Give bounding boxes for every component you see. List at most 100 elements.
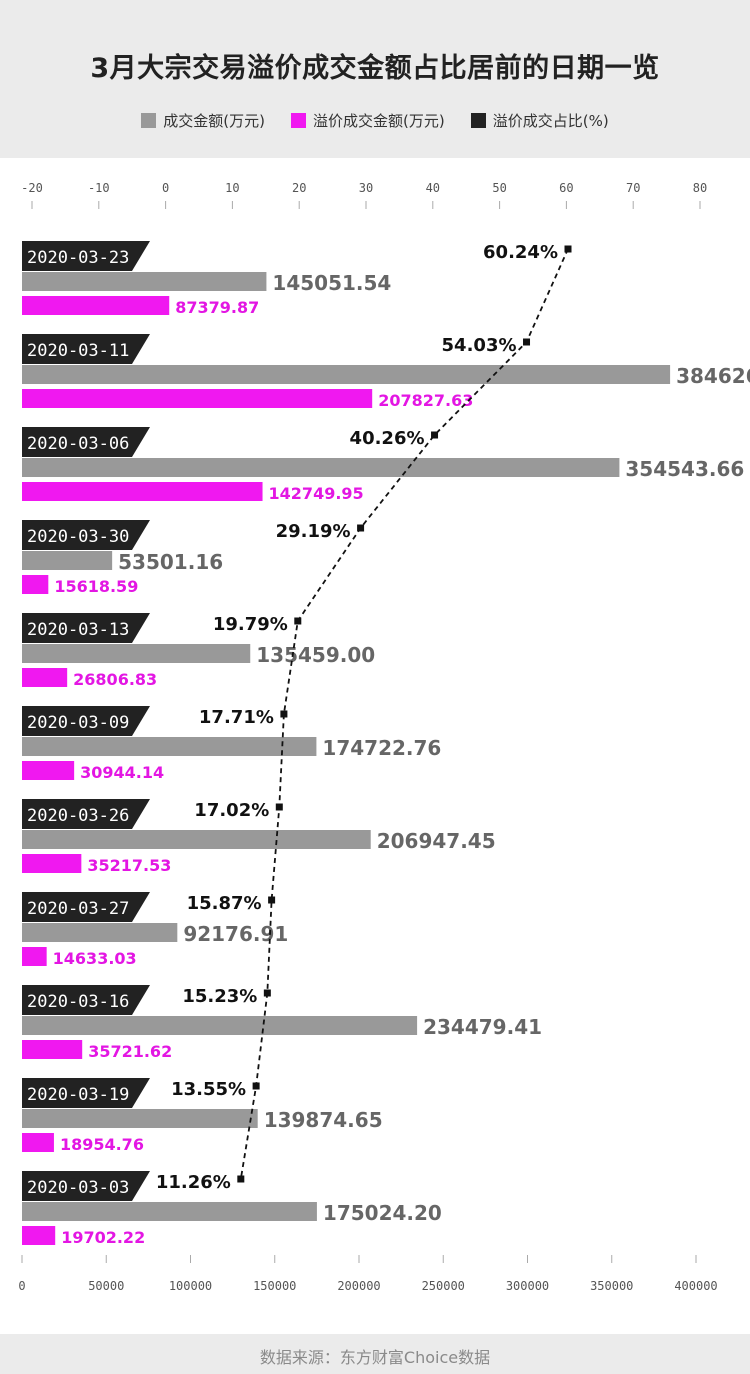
ratio-point: [237, 1175, 245, 1183]
bar-premium: [22, 947, 47, 966]
ratio-label: 29.19%: [276, 521, 351, 542]
top-tick-label: 70: [626, 181, 640, 195]
date-label: 2020-03-27: [27, 899, 129, 919]
chart-canvas: -20 -10 0 10 20 30 40 50 60 70 80 0 50000 100000 15000…: [18, 181, 750, 1293]
bar-total-label: 354543.66: [625, 457, 744, 481]
top-tick-label: 10: [225, 181, 239, 195]
bar-premium: [22, 761, 75, 780]
ratio-point: [357, 524, 365, 532]
legend-item-total: 成交金额(万元): [141, 110, 265, 131]
bar-premium-label: 87379.87: [175, 298, 259, 317]
bar-total: [22, 923, 178, 942]
ratio-label: 60.24%: [483, 242, 558, 263]
bottom-tick-label: 350000: [590, 1279, 633, 1293]
ratio-label: 17.02%: [194, 800, 269, 821]
chart-title: 3月大宗交易溢价成交金额占比居前的日期一览: [90, 53, 660, 84]
bottom-tick-label: 150000: [253, 1279, 296, 1293]
bar-premium-label: 18954.76: [60, 1135, 144, 1154]
bar-total-label: 384626.15: [676, 364, 750, 388]
bottom-tick-label: 250000: [422, 1279, 465, 1293]
bar-total: [22, 551, 113, 570]
bar-total: [22, 644, 251, 663]
bar-total: [22, 1016, 418, 1035]
date-tag: [22, 520, 150, 550]
date-tag: [22, 1078, 150, 1108]
bar-total-label: 139874.65: [264, 1108, 383, 1132]
legend-swatch-premium: [291, 113, 307, 128]
ratio-label: 19.79%: [213, 614, 288, 635]
date-label: 2020-03-09: [27, 713, 129, 733]
bar-premium: [22, 668, 68, 687]
bar-total: [22, 272, 267, 291]
date-label: 2020-03-13: [27, 620, 129, 640]
ratio-label: 15.87%: [187, 893, 262, 914]
bar-premium: [22, 1040, 83, 1059]
legend-item-ratio: 溢价成交占比(%): [470, 110, 609, 131]
top-tick-label: 60: [559, 181, 573, 195]
bar-premium-label: 207827.63: [378, 391, 473, 410]
bar-total: [22, 737, 317, 756]
bar-total-label: 234479.41: [423, 1015, 542, 1039]
date-label: 2020-03-16: [27, 992, 129, 1012]
date-label: 2020-03-11: [27, 341, 129, 361]
bottom-tick-label: 100000: [169, 1279, 212, 1293]
bar-total-label: 174722.76: [322, 736, 441, 760]
bar-premium: [22, 1133, 54, 1152]
ratio-label: 15.23%: [182, 986, 257, 1007]
ratio-point: [523, 338, 531, 346]
ratio-point: [268, 896, 276, 904]
footer-band: 数据来源：东方财富Choice数据: [0, 1334, 750, 1374]
ratio-point: [431, 431, 439, 439]
date-tag: [22, 892, 150, 922]
ratio-point: [564, 245, 572, 253]
bar-premium: [22, 482, 263, 501]
date-tag: [22, 706, 150, 736]
source-note: 数据来源：东方财富Choice数据: [259, 1348, 491, 1367]
top-tick-label: 0: [162, 181, 169, 195]
date-label: 2020-03-19: [27, 1085, 129, 1105]
date-tag: [22, 241, 150, 271]
ratio-point: [263, 989, 271, 997]
legend-label-ratio: 溢价成交占比(%): [492, 112, 609, 130]
bottom-tick-label: 300000: [506, 1279, 549, 1293]
bar-premium: [22, 1226, 56, 1245]
ratio-label: 11.26%: [156, 1172, 231, 1193]
bar-total-label: 135459.00: [256, 643, 375, 667]
ratio-label: 54.03%: [442, 335, 517, 356]
date-tag: [22, 985, 150, 1015]
bar-total: [22, 1109, 258, 1128]
ratio-label: 40.26%: [350, 428, 425, 449]
bar-premium-label: 35217.53: [87, 856, 171, 875]
bottom-tick-label: 0: [18, 1279, 25, 1293]
ratio-label: 13.55%: [171, 1079, 246, 1100]
bar-total: [22, 830, 371, 849]
date-label: 2020-03-03: [27, 1178, 129, 1198]
bar-total-label: 92176.91: [183, 922, 288, 946]
top-tick-label: -20: [21, 181, 43, 195]
legend-swatch-total: [141, 113, 157, 128]
date-tag: [22, 1171, 150, 1201]
ratio-point: [252, 1082, 260, 1090]
bar-premium-label: 142749.95: [269, 484, 364, 503]
date-tag: [22, 427, 150, 457]
top-tick-label: 40: [426, 181, 440, 195]
bar-total: [22, 458, 620, 477]
top-tick-label: 80: [693, 181, 707, 195]
date-label: 2020-03-30: [27, 527, 129, 547]
legend-swatch-ratio: [470, 113, 486, 128]
bar-premium-label: 14633.03: [53, 949, 137, 968]
bar-premium: [22, 575, 49, 594]
bar-premium-label: 26806.83: [73, 670, 157, 689]
top-tick-label: 30: [359, 181, 373, 195]
legend-label-total: 成交金额(万元): [163, 112, 266, 130]
header-band: 3月大宗交易溢价成交金额占比居前的日期一览 成交金额(万元) 溢价成交金额(万元…: [0, 0, 750, 158]
bar-premium-label: 30944.14: [80, 763, 164, 782]
bar-premium-label: 35721.62: [88, 1042, 172, 1061]
bar-premium-label: 19702.22: [61, 1228, 145, 1247]
date-tag: [22, 799, 150, 829]
ratio-point: [294, 617, 302, 625]
bar-premium: [22, 389, 373, 408]
date-label: 2020-03-26: [27, 806, 129, 826]
bar-total-label: 206947.45: [377, 829, 496, 853]
bar-premium: [22, 296, 170, 315]
